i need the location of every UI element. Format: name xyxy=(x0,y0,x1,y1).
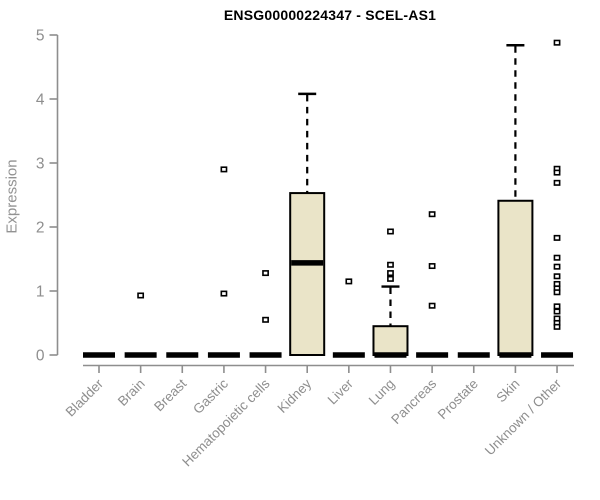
outlier-point xyxy=(387,275,394,282)
outlier-point xyxy=(553,273,561,280)
category-label: Gastric xyxy=(190,376,231,417)
category-label: Prostate xyxy=(435,376,481,422)
chart-title: ENSG00000224347 - SCEL-AS1 xyxy=(223,7,437,23)
outlier-point xyxy=(262,316,269,323)
outlier-point xyxy=(387,270,394,277)
outlier-point xyxy=(428,211,436,218)
outlier-point xyxy=(553,254,561,261)
y-tick-label: 1 xyxy=(36,284,45,301)
outlier-point xyxy=(553,323,561,330)
outlier-point xyxy=(387,228,394,235)
outlier-point xyxy=(220,290,228,297)
category-label: Kidney xyxy=(275,376,315,416)
category-label: Liver xyxy=(325,376,357,408)
outlier-point xyxy=(387,261,394,268)
outlier-point xyxy=(553,289,561,296)
outlier-point xyxy=(553,169,561,176)
category-label: Skin xyxy=(493,376,522,405)
outlier-point xyxy=(137,292,145,299)
outlier-point xyxy=(428,302,436,309)
y-tick-label: 0 xyxy=(36,348,45,365)
outlier-point xyxy=(553,39,561,46)
category-label: Unknown / Other xyxy=(482,376,565,459)
outlier-point xyxy=(345,278,353,285)
y-tick-label: 2 xyxy=(36,220,45,237)
outlier-point xyxy=(553,179,561,186)
outlier-point xyxy=(428,263,436,270)
category-label: Breast xyxy=(151,376,189,414)
outlier-point xyxy=(553,308,561,315)
outlier-point xyxy=(553,303,561,310)
box xyxy=(372,325,409,357)
box xyxy=(289,192,326,356)
outlier-point xyxy=(553,234,561,241)
outlier-point xyxy=(553,263,561,270)
outlier-point xyxy=(262,270,269,277)
y-tick-label: 4 xyxy=(36,92,45,109)
y-tick-label: 3 xyxy=(36,156,45,173)
category-label: Brain xyxy=(115,376,148,409)
box xyxy=(497,199,534,356)
category-label: Bladder xyxy=(63,376,107,420)
category-label: Lung xyxy=(366,376,398,408)
outlier-point xyxy=(220,166,228,173)
y-tick-label: 5 xyxy=(36,28,45,45)
category-label: Pancreas xyxy=(388,376,439,427)
